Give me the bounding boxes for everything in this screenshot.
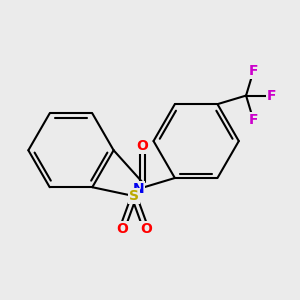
Text: O: O [140,222,152,236]
Text: F: F [267,88,276,103]
Text: N: N [132,182,144,196]
Text: F: F [249,64,258,78]
Text: O: O [136,139,148,153]
Text: F: F [249,113,258,127]
Text: S: S [129,189,139,203]
Text: O: O [116,222,128,236]
